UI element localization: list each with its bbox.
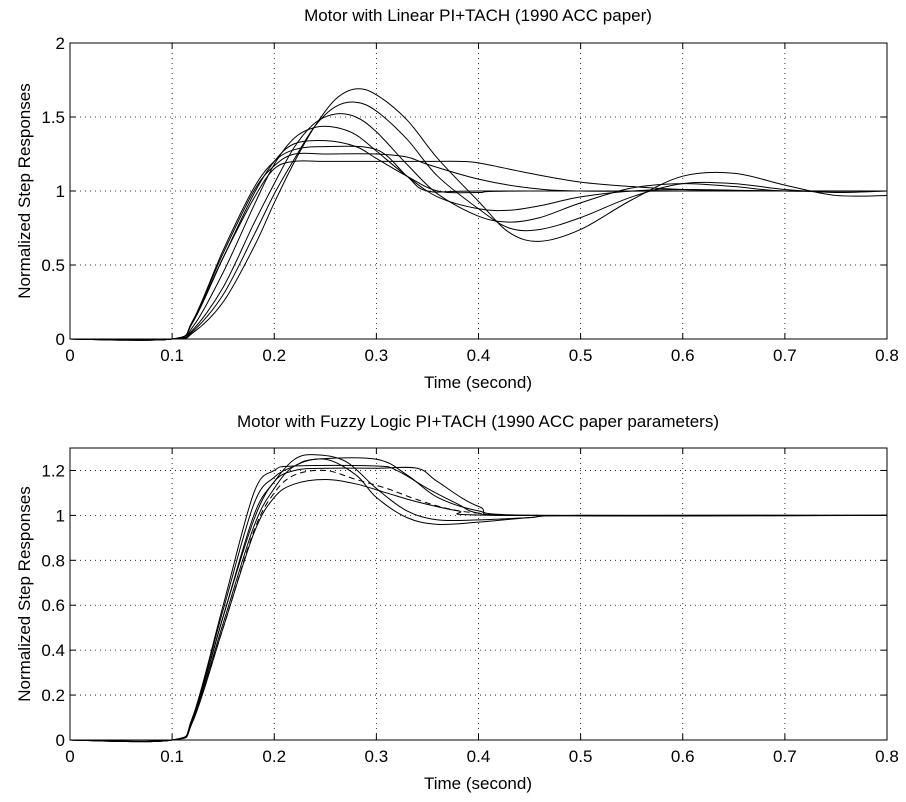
y-axis-label: Normalized Step Responses [15,486,34,701]
series-group [69,454,888,743]
series-line-6 [69,113,888,341]
x-axis-ticks: 0 0.1 0.2 0.3 0.4 0.5 0.6 0.7 0.8 [65,43,899,365]
y-tick-label: 1 [56,506,65,525]
y-tick-label: 1 [56,182,65,201]
x-tick-label: 0 [65,747,74,766]
series-line-4 [69,458,888,742]
series-group [69,88,888,341]
chart-title: Motor with Fuzzy Logic PI+TACH (1990 ACC… [237,412,719,431]
y-tick-label: 0.8 [41,551,65,570]
chart-title: Motor with Linear PI+TACH (1990 ACC pape… [304,6,652,25]
x-axis-label: Time (second) [424,774,532,793]
x-tick-label: 0.8 [875,346,899,365]
y-tick-label: 0.2 [41,686,65,705]
series-line-8 [69,88,888,340]
x-tick-label: 0.3 [365,747,389,766]
series-line-7 [69,469,888,742]
y-axis-label: Normalized Step Responses [15,83,34,298]
x-tick-label: 0.6 [671,346,695,365]
x-tick-label: 0.3 [365,346,389,365]
x-tick-label: 0.7 [773,346,797,365]
y-axis-ticks: 0 0.2 0.4 0.6 0.8 1 1.2 [41,461,887,750]
x-tick-label: 0.4 [467,747,491,766]
y-tick-label: 0.6 [41,596,65,615]
x-axis-ticks: 0 0.1 0.2 0.3 0.4 0.5 0.6 0.7 0.8 [65,448,899,766]
series-line-7 [69,101,888,341]
y-tick-label: 1.2 [41,461,65,480]
x-tick-label: 0.2 [262,346,286,365]
x-axis-label: Time (second) [424,373,532,392]
x-tick-label: 0.1 [160,747,184,766]
series-line-5 [69,478,888,742]
y-tick-label: 0.4 [41,641,65,660]
x-tick-label: 0.1 [160,346,184,365]
x-tick-label: 0.2 [262,747,286,766]
y-tick-label: 1.5 [41,108,65,127]
y-tick-label: 0 [56,330,65,349]
y-tick-label: 0.5 [41,256,65,275]
chart-linear-pi-tach: Motor with Linear PI+TACH (1990 ACC pape… [15,6,899,392]
chart-fuzzy-logic-pi-tach: Motor with Fuzzy Logic PI+TACH (1990 ACC… [15,412,899,793]
y-tick-label: 0 [56,731,65,750]
x-tick-label: 0.8 [875,747,899,766]
x-tick-label: 0 [65,346,74,365]
x-tick-label: 0.7 [773,747,797,766]
x-tick-label: 0.5 [569,346,593,365]
y-tick-label: 2 [56,34,65,53]
x-tick-label: 0.5 [569,747,593,766]
y-axis-ticks: 0 0.5 1 1.5 2 [41,34,887,349]
x-tick-label: 0.6 [671,747,695,766]
series-line-5 [69,125,888,341]
x-tick-label: 0.4 [467,346,491,365]
series-line-4 [69,139,888,341]
